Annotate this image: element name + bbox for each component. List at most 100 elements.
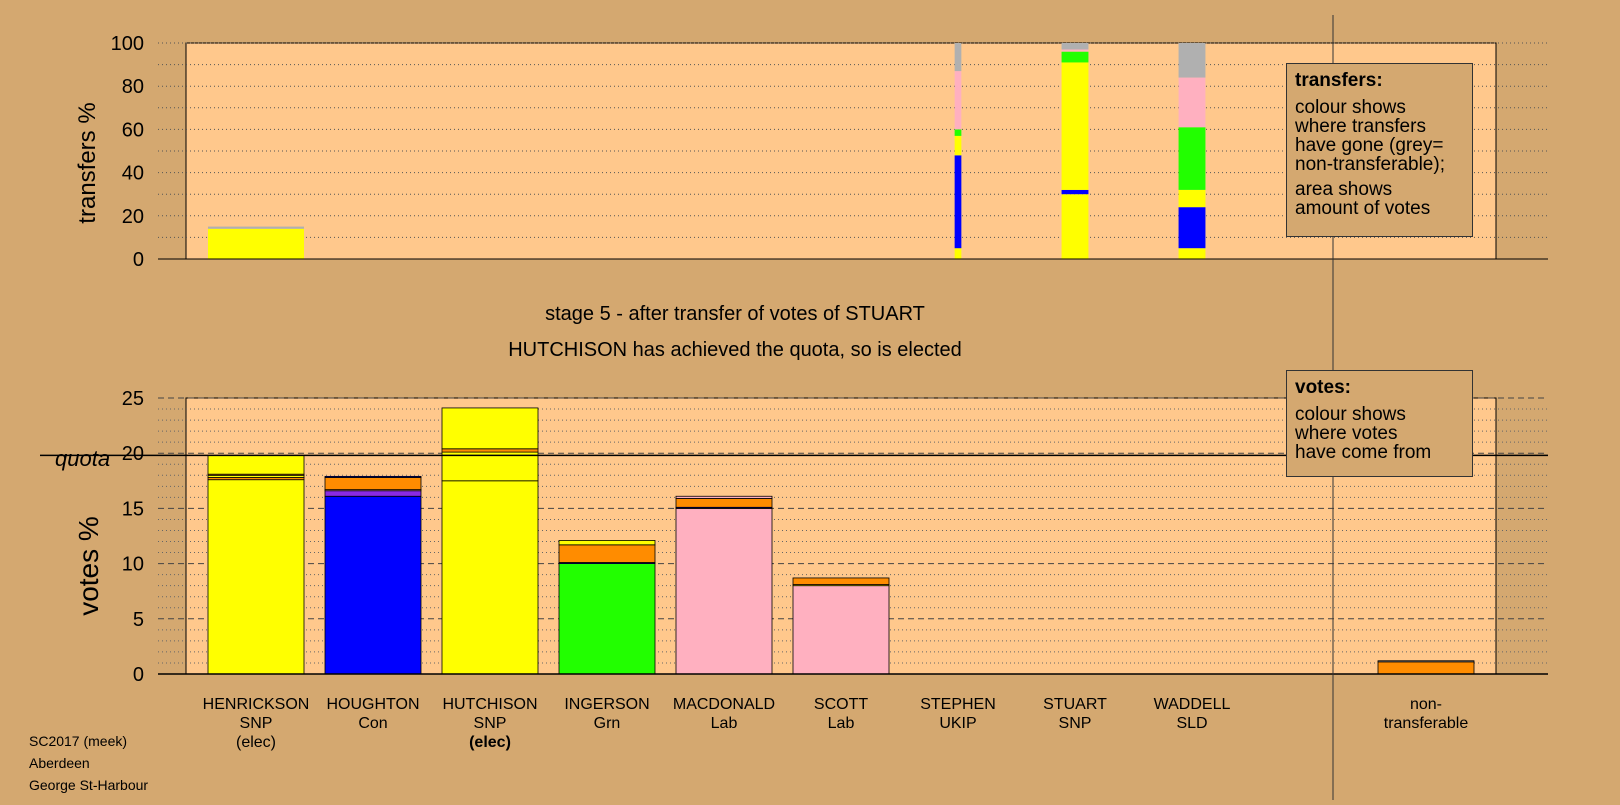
legend-line: where votes xyxy=(1295,423,1398,444)
y-tick-label: 60 xyxy=(122,119,144,141)
legend-line: where transfers xyxy=(1295,116,1426,137)
candidate-labels: HENRICKSON SNP (elec) HOUGHTON Con HUTCHISON S… xyxy=(203,696,1469,751)
y-tick-label: 5 xyxy=(133,609,144,631)
vote-bars xyxy=(207,407,1475,675)
y-tick-label: 80 xyxy=(122,76,144,98)
vote-segment xyxy=(558,540,656,546)
candidate-party: Lab xyxy=(711,715,738,732)
candidate-party: SLD xyxy=(1176,715,1207,732)
vote-segment xyxy=(207,455,305,475)
y-tick-label: 40 xyxy=(122,163,144,185)
vote-segment xyxy=(792,577,890,585)
candidate-party: UKIP xyxy=(939,715,976,732)
legend-line: colour shows xyxy=(1295,97,1406,118)
transfer-segment xyxy=(1178,207,1206,249)
vote-segment xyxy=(324,490,422,497)
candidate-party: Con xyxy=(358,715,387,732)
transfer-segment xyxy=(954,248,962,259)
vote-segment xyxy=(207,479,305,675)
candidate-name: HOUGHTON xyxy=(326,696,419,713)
transfers-legend-para2: area shows amount of votes xyxy=(1295,180,1464,218)
vote-segment xyxy=(324,475,422,478)
y-tick-label: 15 xyxy=(122,498,144,520)
transfer-segment xyxy=(1061,43,1089,50)
y-tick-label: 10 xyxy=(122,554,144,576)
y-tick-label: 20 xyxy=(122,206,144,228)
transfer-segment xyxy=(208,226,304,229)
candidate-name: HENRICKSON xyxy=(203,696,310,713)
legend-line: area shows xyxy=(1295,179,1393,200)
candidate-name: STEPHEN xyxy=(920,696,996,713)
candidate-party: SNP xyxy=(474,715,507,732)
footer-council: Aberdeen xyxy=(29,755,90,771)
y-tick-label: 100 xyxy=(111,33,144,55)
vote-segment xyxy=(324,477,422,491)
legend-line: non-transferable); xyxy=(1295,154,1445,175)
transfer-segment xyxy=(954,129,962,136)
candidate-name: WADDELL xyxy=(1154,696,1231,713)
vote-segment xyxy=(441,448,539,453)
y-tick-label: 20 xyxy=(122,443,144,465)
vote-segment xyxy=(675,498,773,508)
vote-segment xyxy=(1377,660,1475,663)
votes-legend: votes: colour shows where votes have com… xyxy=(1286,370,1473,477)
candidate-name: STUART xyxy=(1043,696,1107,713)
quota-label: quota xyxy=(55,446,110,471)
candidate-party: Grn xyxy=(594,715,621,732)
transfer-segment xyxy=(1061,194,1089,259)
transfer-segment xyxy=(1061,49,1089,52)
vote-segment xyxy=(558,563,656,675)
transfers-legend-title: transfers: xyxy=(1295,70,1383,91)
candidate-party: Lab xyxy=(828,715,855,732)
transfer-bars xyxy=(208,43,1206,259)
elected-caption: HUTCHISON has achieved the quota, so is … xyxy=(508,339,962,361)
vote-segment xyxy=(675,507,773,675)
candidate-name: INGERSON xyxy=(564,696,649,713)
transfers-legend: transfers: colour shows where transfers … xyxy=(1286,63,1473,237)
top-plot-area xyxy=(185,42,1497,260)
elected-note: (elec) xyxy=(236,734,276,751)
candidate-party: SNP xyxy=(240,715,273,732)
y-tick-label: 25 xyxy=(122,388,144,410)
vote-segment xyxy=(441,480,539,675)
transfers-legend-para1: colour shows where transfers have gone (… xyxy=(1295,98,1464,174)
vote-segment xyxy=(441,407,539,450)
bottom-y-axis-label: votes % xyxy=(73,516,104,616)
transfer-segment xyxy=(1061,189,1089,195)
legend-line: amount of votes xyxy=(1295,198,1431,219)
legend-line: have come from xyxy=(1295,442,1432,463)
vote-segment xyxy=(792,585,890,675)
transfer-segment xyxy=(954,43,962,72)
top-y-axis: 0 20 40 60 80 100 xyxy=(111,33,1548,271)
vote-segment xyxy=(675,495,773,499)
transfer-segment xyxy=(208,228,304,259)
legend-line: have gone (grey= xyxy=(1295,135,1444,156)
top-y-axis-label: transfers % xyxy=(74,102,101,223)
candidate-name: MACDONALD xyxy=(673,696,775,713)
footer-ward: George St-Harbour xyxy=(29,777,149,793)
transfer-segment xyxy=(1178,248,1206,259)
transfer-segment xyxy=(954,155,962,249)
candidate-name: SCOTT xyxy=(814,696,868,713)
nontransferable-label: non- xyxy=(1410,696,1442,713)
transfer-segment xyxy=(1178,77,1206,128)
vote-segment xyxy=(441,451,539,482)
y-tick-label: 0 xyxy=(133,664,144,686)
transfer-segment xyxy=(954,71,962,130)
y-tick-label: 0 xyxy=(133,249,144,271)
stage-caption: stage 5 - after transfer of votes of STU… xyxy=(545,303,925,325)
transfer-segment xyxy=(1178,43,1206,78)
votes-legend-para1: colour shows where votes have come from xyxy=(1295,405,1464,462)
transfer-segment xyxy=(1178,127,1206,190)
vote-segment xyxy=(558,544,656,563)
votes-legend-title: votes: xyxy=(1295,377,1351,398)
footer-election: SC2017 (meek) xyxy=(29,733,128,749)
legend-line: colour shows xyxy=(1295,404,1406,425)
candidate-name: HUTCHISON xyxy=(442,696,537,713)
nontransferable-label: transferable xyxy=(1384,715,1469,732)
vote-segment xyxy=(1377,661,1475,675)
vote-segment xyxy=(324,495,422,675)
candidate-party: SNP xyxy=(1059,715,1092,732)
